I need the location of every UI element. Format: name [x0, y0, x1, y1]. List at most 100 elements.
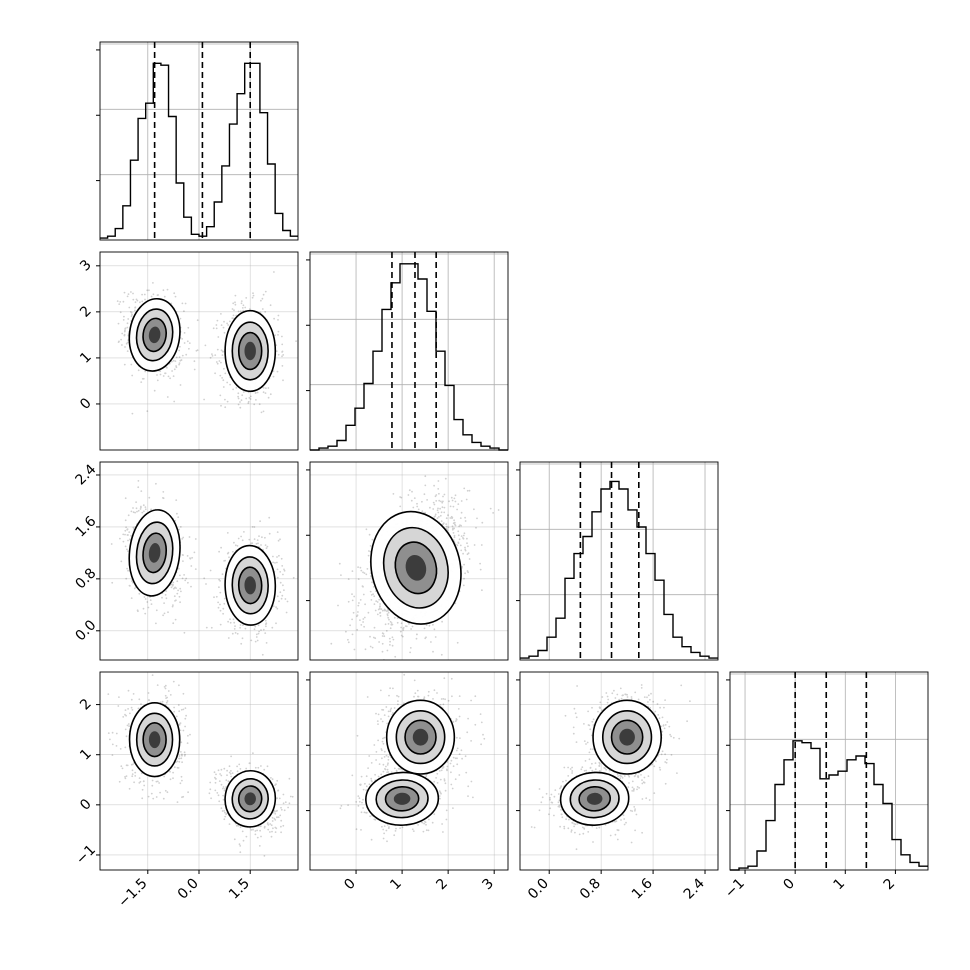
scatter-point	[376, 601, 379, 603]
scatter-point	[185, 577, 188, 580]
scatter-point	[135, 501, 138, 503]
scatter-point	[232, 302, 235, 305]
scatter-point	[178, 363, 181, 366]
scatter-point	[147, 692, 150, 694]
scatter-point	[130, 315, 133, 318]
scatter-point	[125, 764, 128, 767]
scatter-point	[220, 349, 223, 352]
scatter-point	[229, 383, 232, 386]
scatter-point	[389, 644, 391, 646]
scatter-point	[181, 779, 183, 782]
scatter-point	[175, 599, 177, 602]
scatter-point	[415, 637, 418, 640]
scatter-point	[227, 620, 230, 623]
scatter-point	[129, 538, 131, 541]
scatter-point	[178, 684, 180, 687]
scatter-point	[229, 618, 231, 621]
scatter-point	[223, 602, 226, 605]
scatter-point	[118, 696, 120, 698]
scatter-point	[183, 751, 186, 754]
scatter-point	[357, 566, 359, 568]
scatter-point	[220, 361, 222, 364]
scatter-point	[276, 607, 279, 610]
scatter-point	[379, 603, 381, 605]
scatter-point	[223, 331, 226, 334]
scatter-point	[184, 725, 187, 728]
scatter-point	[173, 595, 176, 598]
scatter-point	[276, 561, 278, 564]
scatter-point	[445, 527, 448, 530]
scatter-point	[272, 555, 274, 558]
scatter-point	[261, 297, 264, 300]
scatter-point	[345, 630, 347, 633]
scatter-point	[464, 520, 467, 522]
scatter-point	[442, 523, 444, 526]
scatter-point	[194, 538, 197, 540]
scatter-point	[277, 334, 279, 336]
scatter-point	[464, 548, 467, 551]
scatter-point	[251, 542, 254, 545]
scatter-point	[133, 781, 136, 784]
scatter-point	[277, 353, 280, 356]
scatter-point	[260, 629, 262, 631]
scatter-point	[264, 290, 267, 293]
scatter-point	[178, 724, 181, 726]
scatter-point	[236, 545, 239, 547]
scatter-point	[423, 493, 426, 496]
scatter-point	[426, 499, 428, 501]
scatter-point	[217, 336, 220, 338]
scatter-point	[126, 764, 129, 767]
scatter-point	[445, 517, 448, 520]
scatter-point	[261, 308, 264, 310]
scatter-point	[180, 741, 183, 744]
scatter-point	[280, 557, 283, 560]
histogram-panel-1	[309, 251, 509, 451]
scatter-point	[123, 315, 125, 318]
scatter-point	[227, 637, 230, 639]
scatter-point	[126, 295, 129, 298]
scatter-point	[445, 523, 448, 525]
scatter-point	[386, 614, 389, 617]
density-shade	[148, 543, 161, 563]
scatter-point	[456, 641, 459, 644]
scatter-point	[129, 712, 131, 715]
scatter-point	[386, 613, 389, 616]
scatter-point	[389, 640, 391, 643]
scatter-point	[146, 289, 149, 292]
scatter-point	[451, 517, 453, 520]
scatter-point	[146, 601, 149, 603]
scatter-point	[442, 522, 445, 524]
scatter-point	[463, 532, 466, 535]
scatter-point	[218, 586, 220, 589]
scatter-point	[164, 372, 166, 375]
scatter-point	[462, 537, 464, 539]
scatter-point	[219, 580, 222, 582]
scatter-point	[240, 535, 243, 538]
scatter-point	[371, 581, 374, 584]
scatter-point	[166, 288, 169, 291]
scatter-point	[274, 562, 276, 564]
scatter-point	[409, 651, 411, 654]
scatter-point	[381, 609, 384, 612]
scatter-point	[402, 627, 405, 630]
scatter-point	[183, 754, 186, 757]
scatter-point	[237, 403, 240, 406]
scatter-point	[150, 603, 153, 605]
scatter-point	[381, 642, 384, 645]
scatter-point	[124, 497, 127, 500]
scatter-point	[373, 595, 376, 598]
scatter-point	[379, 615, 382, 617]
scatter-point	[279, 581, 282, 584]
scatter-point	[277, 330, 280, 333]
scatter-point	[169, 778, 172, 781]
scatter-point	[188, 342, 191, 344]
scatter-point	[148, 289, 150, 292]
scatter-point	[182, 560, 184, 562]
scatter-point	[372, 586, 375, 588]
scatter-point	[117, 341, 120, 343]
scatter-point	[124, 545, 127, 548]
scatter-point	[161, 596, 163, 599]
scatter-point	[281, 355, 283, 358]
scatter-point	[387, 611, 390, 614]
scatter-point	[156, 294, 159, 296]
